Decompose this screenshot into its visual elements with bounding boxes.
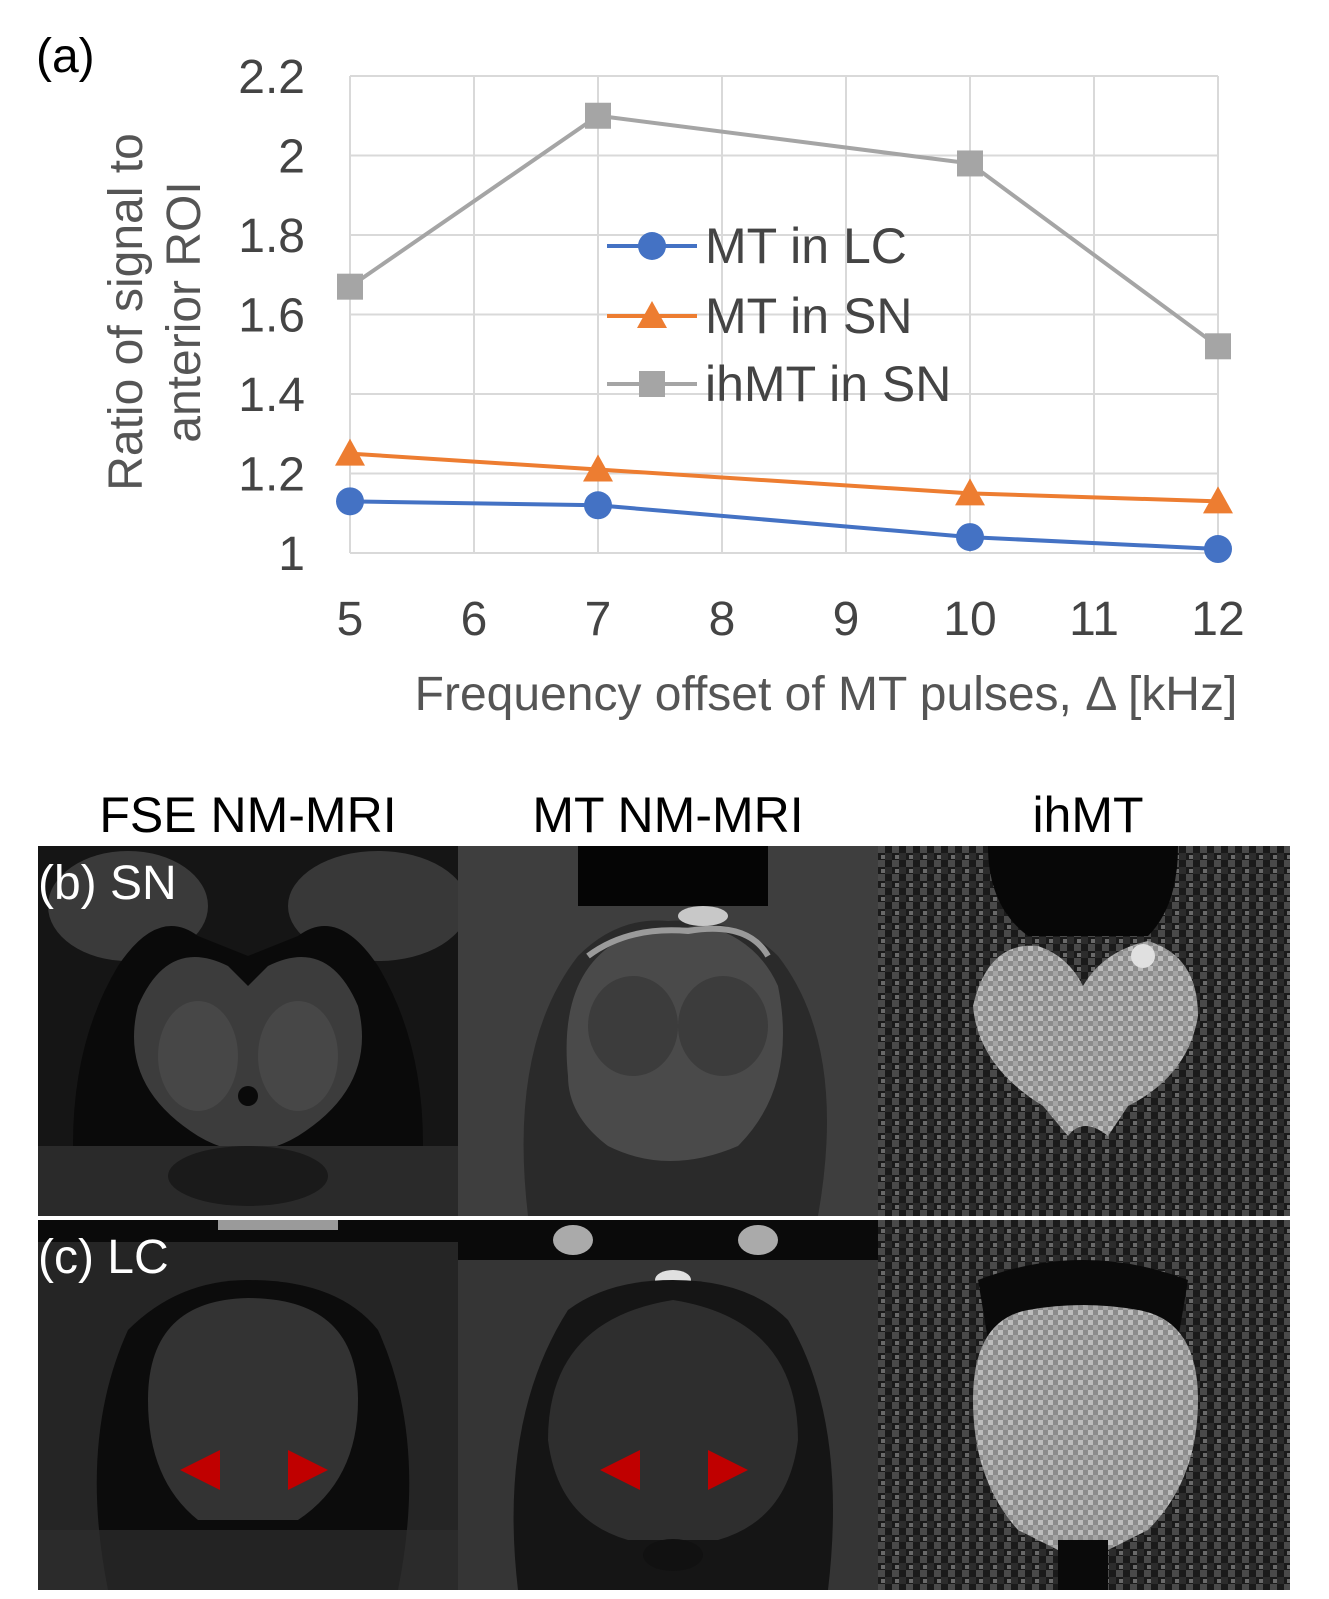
y-tick-label: 2.2	[238, 51, 305, 104]
data-point	[336, 487, 364, 516]
image-fse-lc	[38, 1220, 458, 1590]
image-ihmt-sn	[878, 846, 1290, 1216]
series-line	[349, 451, 1219, 504]
data-point	[1205, 333, 1231, 360]
x-tick-label: 8	[709, 593, 736, 646]
y-tick-label: 1.2	[238, 449, 305, 502]
column-header-mt: MT NM-MRI	[532, 787, 804, 843]
column-header-ihmt: ihMT	[1032, 787, 1144, 843]
series-line	[348, 113, 1220, 348]
series-2	[337, 102, 1231, 360]
y-tick-label: 1	[278, 528, 305, 581]
data-point	[1204, 535, 1232, 564]
x-tick-label: 11	[1069, 593, 1119, 646]
legend-entry-2: ihMT in SN	[607, 356, 951, 412]
data-point	[955, 478, 985, 506]
legend-marker	[637, 301, 667, 328]
y-tick-labels: 1 1.2 1.4 1.6 1.8 2 2.2	[238, 51, 305, 581]
row-label-lc: (c) LC	[38, 1231, 169, 1284]
x-tick-label: 10	[943, 593, 996, 646]
legend-label: MT in SN	[705, 288, 912, 344]
arrowhead-right-icon	[288, 1450, 328, 1490]
data-point	[957, 150, 983, 177]
arrowhead-left-icon	[180, 1450, 220, 1490]
data-point	[956, 523, 984, 552]
data-point	[337, 273, 363, 300]
y-tick-label: 1.4	[238, 369, 305, 422]
data-point	[585, 102, 611, 129]
arrowhead-left-icon	[600, 1450, 640, 1490]
data-point	[584, 491, 612, 520]
y-axis-label-line1: Ratio of signal to	[100, 133, 153, 491]
x-axis-label: Frequency offset of MT pulses, Δ [kHz]	[415, 668, 1238, 721]
x-tick-label: 7	[585, 593, 612, 646]
image-ihmt-lc	[878, 1220, 1290, 1590]
y-tick-label: 1.8	[238, 210, 305, 263]
x-tick-label: 5	[337, 593, 364, 646]
image-mt-sn	[458, 846, 878, 1216]
image-mt-lc	[458, 1220, 878, 1590]
arrowhead-right-icon	[708, 1450, 748, 1490]
series-1	[335, 438, 1233, 514]
line-chart: (a) 1 1.2 1.4 1.6 1.8 2 2.2 5 6 7 8 9 10 11 12 MT in …	[36, 30, 1245, 721]
image-fse-sn	[38, 846, 458, 1216]
row-label-sn: (b) SN	[38, 857, 177, 910]
x-tick-label: 6	[461, 593, 488, 646]
x-tick-labels: 5 6 7 8 9 10 11 12	[337, 593, 1245, 646]
data-point	[583, 454, 613, 482]
data-point	[1203, 486, 1233, 514]
y-tick-label: 1.6	[238, 290, 305, 343]
y-axis-label-line2: anterior ROI	[158, 181, 211, 442]
legend-entry-1: MT in SN	[607, 288, 912, 344]
legend-marker	[639, 371, 665, 397]
chart-series	[335, 102, 1233, 564]
x-tick-label: 9	[833, 593, 860, 646]
legend-entry-0: MT in LC	[607, 218, 907, 274]
chart-legend: MT in LC MT in SN ihMT in SN	[607, 218, 951, 412]
legend-label: ihMT in SN	[705, 356, 951, 412]
y-tick-label: 2	[278, 131, 305, 184]
series-0	[336, 487, 1232, 564]
chart-grid	[349, 75, 1219, 554]
x-tick-label: 12	[1191, 593, 1244, 646]
column-header-fse: FSE NM-MRI	[99, 787, 397, 843]
series-line	[349, 499, 1219, 552]
data-point	[335, 438, 365, 466]
legend-marker	[638, 232, 666, 260]
legend-label: MT in LC	[705, 218, 907, 274]
panel-a-label: (a)	[36, 30, 95, 83]
